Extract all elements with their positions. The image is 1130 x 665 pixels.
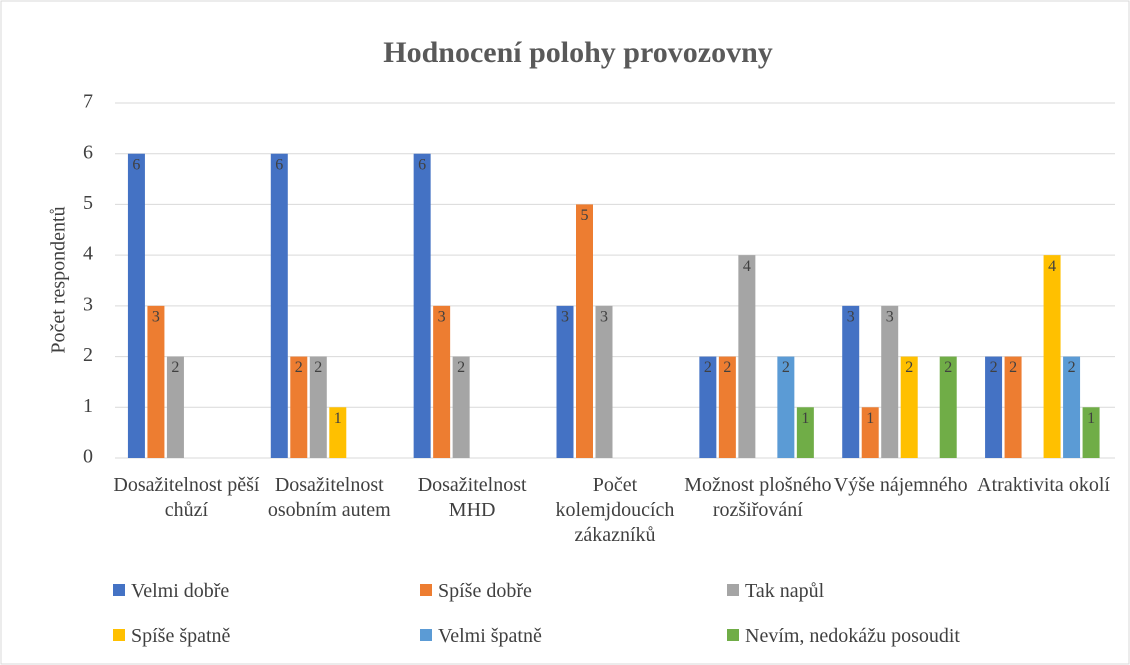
- legend-swatch: [727, 629, 739, 641]
- bar: [796, 407, 814, 458]
- legend-swatch: [420, 584, 432, 596]
- data-label: 5: [581, 207, 589, 224]
- data-label: 2: [944, 359, 952, 376]
- bar: [595, 305, 613, 458]
- chart-title: Hodnocení polohy provozovny: [383, 36, 773, 69]
- bar: [290, 356, 308, 458]
- legend-swatch: [113, 584, 125, 596]
- bar: [270, 153, 288, 458]
- x-tick-label: Počet kolemjdoucích zákazníků: [555, 474, 675, 546]
- y-tick-label: 0: [83, 446, 93, 468]
- data-label: 2: [704, 359, 712, 376]
- bar: [147, 305, 165, 458]
- bar: [861, 407, 879, 458]
- legend-swatch: [113, 629, 125, 641]
- data-label: 1: [334, 410, 342, 427]
- y-tick-label: 2: [83, 344, 93, 366]
- bar: [166, 356, 184, 458]
- data-label: 2: [782, 359, 790, 376]
- data-label: 2: [723, 359, 731, 376]
- bar: [309, 356, 327, 458]
- legend-label: Spíše dobře: [438, 580, 532, 602]
- x-tick-label: Výše nájemného: [833, 474, 968, 496]
- legend-label: Velmi špatně: [438, 625, 542, 647]
- bar: [576, 204, 593, 458]
- bar: [556, 305, 574, 458]
- data-label: 1: [801, 410, 809, 427]
- legend-item: Nevím, nedokážu posoudit: [727, 625, 960, 648]
- data-label: 2: [457, 359, 465, 376]
- data-label: 6: [418, 156, 426, 173]
- data-label: 2: [295, 359, 303, 376]
- bar: [842, 305, 860, 458]
- y-tick-label: 6: [83, 141, 93, 163]
- bar: [1063, 356, 1081, 458]
- y-tick-label: 5: [83, 192, 93, 214]
- bar: [127, 153, 145, 458]
- y-tick-label: 7: [83, 91, 93, 113]
- bar: [433, 305, 451, 458]
- data-label: 4: [1048, 258, 1056, 275]
- legend-item: Tak napůl: [727, 580, 824, 603]
- data-label: 6: [275, 156, 283, 173]
- data-label: 2: [990, 359, 998, 376]
- bar: [1043, 255, 1061, 458]
- y-tick-label: 4: [83, 243, 93, 265]
- legend-item: Velmi dobře: [113, 580, 229, 603]
- bar: [881, 305, 899, 458]
- data-label: 3: [152, 309, 160, 326]
- x-tick-label: Atraktivita okolí: [977, 474, 1110, 496]
- data-label: 2: [1009, 359, 1017, 376]
- y-tick-label: 3: [83, 293, 93, 315]
- bar: [939, 356, 957, 458]
- data-label: 2: [1068, 359, 1076, 376]
- legend-label: Spíše špatně: [131, 625, 231, 647]
- bar: [329, 407, 347, 458]
- data-label: 2: [171, 359, 179, 376]
- legend-label: Velmi dobře: [131, 580, 230, 602]
- data-label: 1: [1087, 410, 1095, 427]
- data-label: 3: [438, 309, 446, 326]
- data-label: 3: [886, 309, 894, 326]
- data-label: 6: [132, 156, 140, 173]
- bar: [985, 356, 1003, 458]
- x-tick-label: Dosažitelnost pěší chůzí: [113, 474, 260, 521]
- bar: [699, 356, 717, 458]
- bar: [1004, 356, 1022, 458]
- data-label: 2: [905, 359, 913, 376]
- data-label: 4: [743, 258, 751, 275]
- legend-item: Velmi špatně: [420, 625, 542, 648]
- legend-item: Spíše špatně: [113, 625, 230, 648]
- bar: [738, 255, 756, 458]
- bar: [1082, 407, 1100, 458]
- data-label: 1: [866, 410, 874, 427]
- data-label: 3: [600, 309, 608, 326]
- bar: [900, 356, 918, 458]
- x-tick-label: Dosažitelnost MHD: [417, 474, 527, 521]
- data-label: 3: [847, 309, 855, 326]
- x-tick-label: Možnost plošného rozšiřování: [684, 474, 832, 521]
- data-label: 2: [314, 359, 322, 376]
- bar: [777, 356, 795, 458]
- legend-swatch: [420, 629, 432, 641]
- data-label: 3: [561, 309, 569, 326]
- y-axis-label: Počet respondentů: [48, 206, 70, 353]
- bar: [413, 153, 431, 458]
- legend-label: Tak napůl: [745, 580, 825, 602]
- x-tick-label: Dosažitelnost osobním autem: [267, 474, 391, 521]
- legend-swatch: [727, 584, 739, 596]
- bar: [718, 356, 736, 458]
- legend-item: Spíše dobře: [420, 580, 532, 603]
- bar: [452, 356, 470, 458]
- y-tick-label: 1: [83, 395, 93, 417]
- legend-label: Nevím, nedokážu posoudit: [745, 625, 960, 647]
